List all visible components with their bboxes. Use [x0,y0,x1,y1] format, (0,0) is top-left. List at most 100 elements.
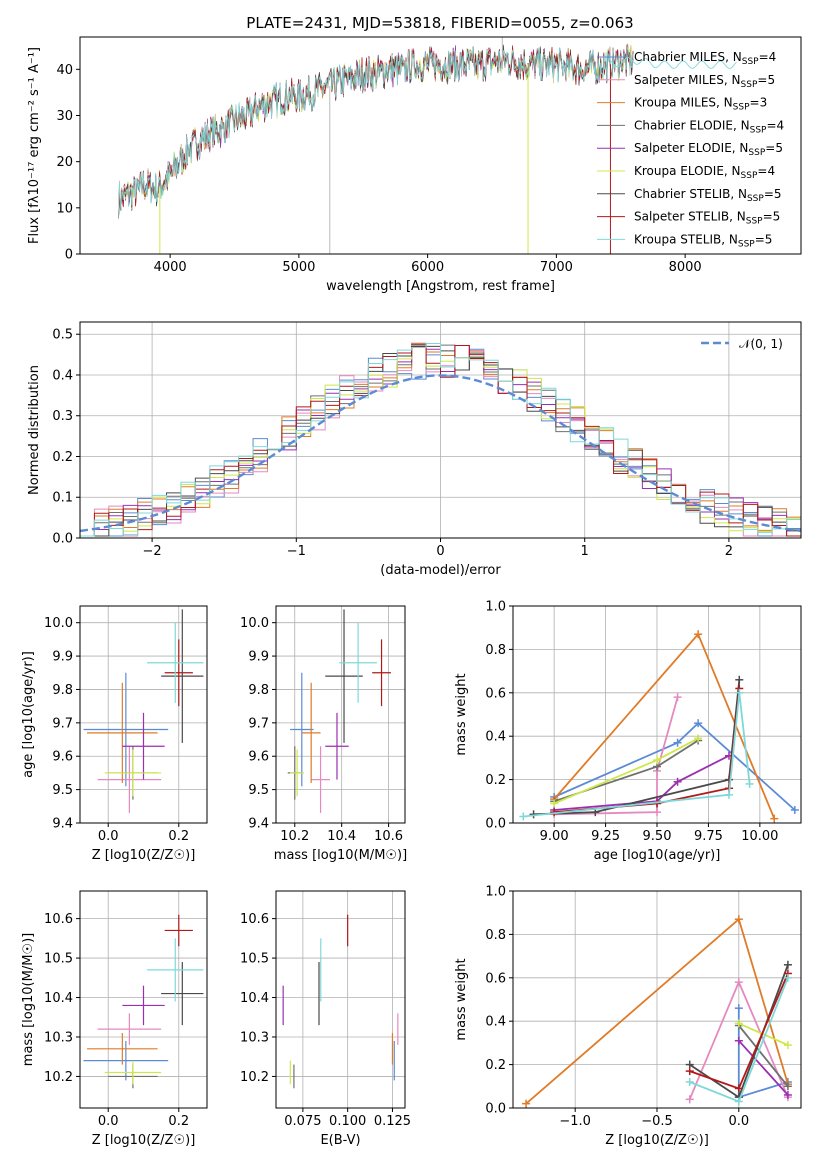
weight-marker [783,1041,792,1050]
legend-label: Kroupa STELIB, NSSP=5 [634,232,772,249]
axes-frame [79,890,208,1109]
y-tick-label: 10.4 [240,991,269,1006]
y-tick-label: 9.9 [52,650,73,665]
x-tick-label: 0.0 [98,829,119,844]
weight-marker [694,719,703,728]
legend-label: Salpeter STELIB, NSSP=5 [634,210,780,227]
y-tick-label: 0.4 [485,730,506,745]
residuals-panel: −2 −1 0 1 2 0.0 0.1 0.2 0.3 0.4 0.5 (data-model)/er… [27,321,802,578]
weight-marker [519,812,528,821]
errorbar-point [97,746,162,813]
residual-histogram [80,343,801,537]
mass-vs-EBV-panel: 0.075 0.100 0.125 10.2 10.3 10.4 10.5 10.6 E(B-V… [240,890,411,1148]
legend-label: Salpeter MILES, NSSP=5 [634,73,775,90]
legend-label: Salpeter ELODIE, NSSP=5 [634,141,783,158]
errorbar-point [83,1040,169,1081]
weight-vs-Z-panel: −1.0 −0.5 0.0 0.0 0.2 0.4 0.6 0.8 1.0 Z [log10(Z/… [454,885,802,1148]
errorbar-point [147,622,204,703]
residual-histograms [80,342,801,537]
weight-line [554,754,730,811]
x-tick-label: 7000 [540,260,573,275]
errorbar-point [97,1013,162,1045]
weight-marker [734,1084,743,1093]
spectrum-line [118,45,634,219]
weight-marker [522,1099,531,1108]
legend-label: Chabrier ELODIE, NSSP=4 [634,118,784,135]
x-axis-label: wavelength [Angstrom, rest frame] [326,279,555,294]
weight-marker [685,1067,694,1076]
axes-frame [79,605,208,824]
errorbar-point [87,682,158,783]
y-tick-label: 0 [65,248,73,263]
weight-line [523,692,751,818]
y-tick-label: 10.0 [240,616,269,631]
errorbar-point [290,749,305,797]
weight-marker [653,756,661,765]
x-axis-label: mass [log10(M/M☉)] [274,848,407,863]
weight-marker [673,738,682,747]
y-tick-label: 9.7 [248,716,269,731]
y-axis-label: Normed distribution [27,365,42,495]
legend-label: 𝒩(0, 1) [739,337,783,351]
spectrum-panel: 4000 5000 6000 7000 8000 0 10 20 30 40 wavelength … [27,36,802,294]
legend-label: Chabrier STELIB, NSSP=5 [634,187,782,204]
x-tick-label: 6000 [411,260,444,275]
axes-frame [275,890,406,1109]
errorbar-point [164,639,193,707]
legend-label: Kroupa ELODIE, NSSP=4 [634,164,775,181]
age-vs-Z-panel: 0.0 0.2 9.4 9.5 9.6 9.7 9.8 9.9 10.0 Z [log10(Z/Z… [21,605,208,863]
errorbar-point [372,639,391,707]
weight-marker [783,960,792,969]
x-axis-label: Z [log10(Z/Z☉)] [92,1133,196,1148]
y-tick-label: 0.3 [52,409,73,424]
y-tick-label: 1.0 [485,885,506,900]
errorbar-point [104,749,162,797]
y-tick-label: 9.4 [248,817,269,832]
y-tick-label: 10.5 [44,952,73,967]
y-axis-label: mass [log10(M/M☉)] [21,933,36,1066]
legend-label: Chabrier MILES, NSSP=4 [634,50,776,67]
legend-label: Kroupa MILES, NSSP=3 [634,96,767,113]
age-vs-mass-panel: 10.2 10.4 10.6 9.4 9.5 9.6 9.7 9.8 9.9 10.0 mass [… [240,605,407,863]
weight-marker [673,777,682,786]
x-axis-label: Z [log10(Z/Z☉)] [92,848,196,863]
errorbar-point [325,609,363,743]
weight-marker [783,973,792,982]
errorbar-point [301,682,321,783]
weight-marker [550,799,559,808]
y-tick-label: 0.8 [485,928,506,943]
x-tick-label: −0.5 [641,1114,673,1129]
weight-marker [673,693,682,702]
y-tick-label: 0.0 [52,532,73,547]
weight-line [554,696,679,816]
x-axis-label: E(B-V) [320,1133,360,1148]
weight-marker [734,1036,743,1045]
x-tick-label: 0.0 [728,1114,749,1129]
y-tick-label: 9.6 [52,750,73,765]
weight-marker [653,808,661,817]
y-tick-label: 0.0 [485,1102,506,1117]
weight-vs-age-panel: 9.00 9.25 9.50 9.75 10.00 0.0 0.2 0.4 0.6 0.8 1.0 a… [454,600,802,863]
errorbar-point [161,962,204,1026]
y-tick-label: 0.5 [52,328,73,343]
x-tick-label: 9.50 [643,829,672,844]
weight-marker [783,1082,792,1091]
x-tick-label: 9.25 [591,829,620,844]
weight-marker [735,675,744,684]
y-tick-label: 9.5 [248,783,269,798]
x-tick-label: 2 [725,544,733,559]
weight-marker [783,1090,792,1099]
y-tick-label: 9.4 [52,817,73,832]
x-tick-label: −2 [143,544,162,559]
weight-marker [770,814,779,823]
y-tick-label: 10 [56,201,73,216]
y-tick-label: 10.6 [240,912,269,927]
x-tick-label: 0.2 [168,829,189,844]
y-tick-label: 0.6 [485,971,506,986]
axes-frame [275,605,406,824]
errorbar-point [104,1060,162,1085]
y-tick-label: 0.2 [52,450,73,465]
x-axis-label: (data-model)/error [380,563,501,578]
y-tick-label: 9.8 [248,683,269,698]
x-tick-label: −1 [287,544,306,559]
